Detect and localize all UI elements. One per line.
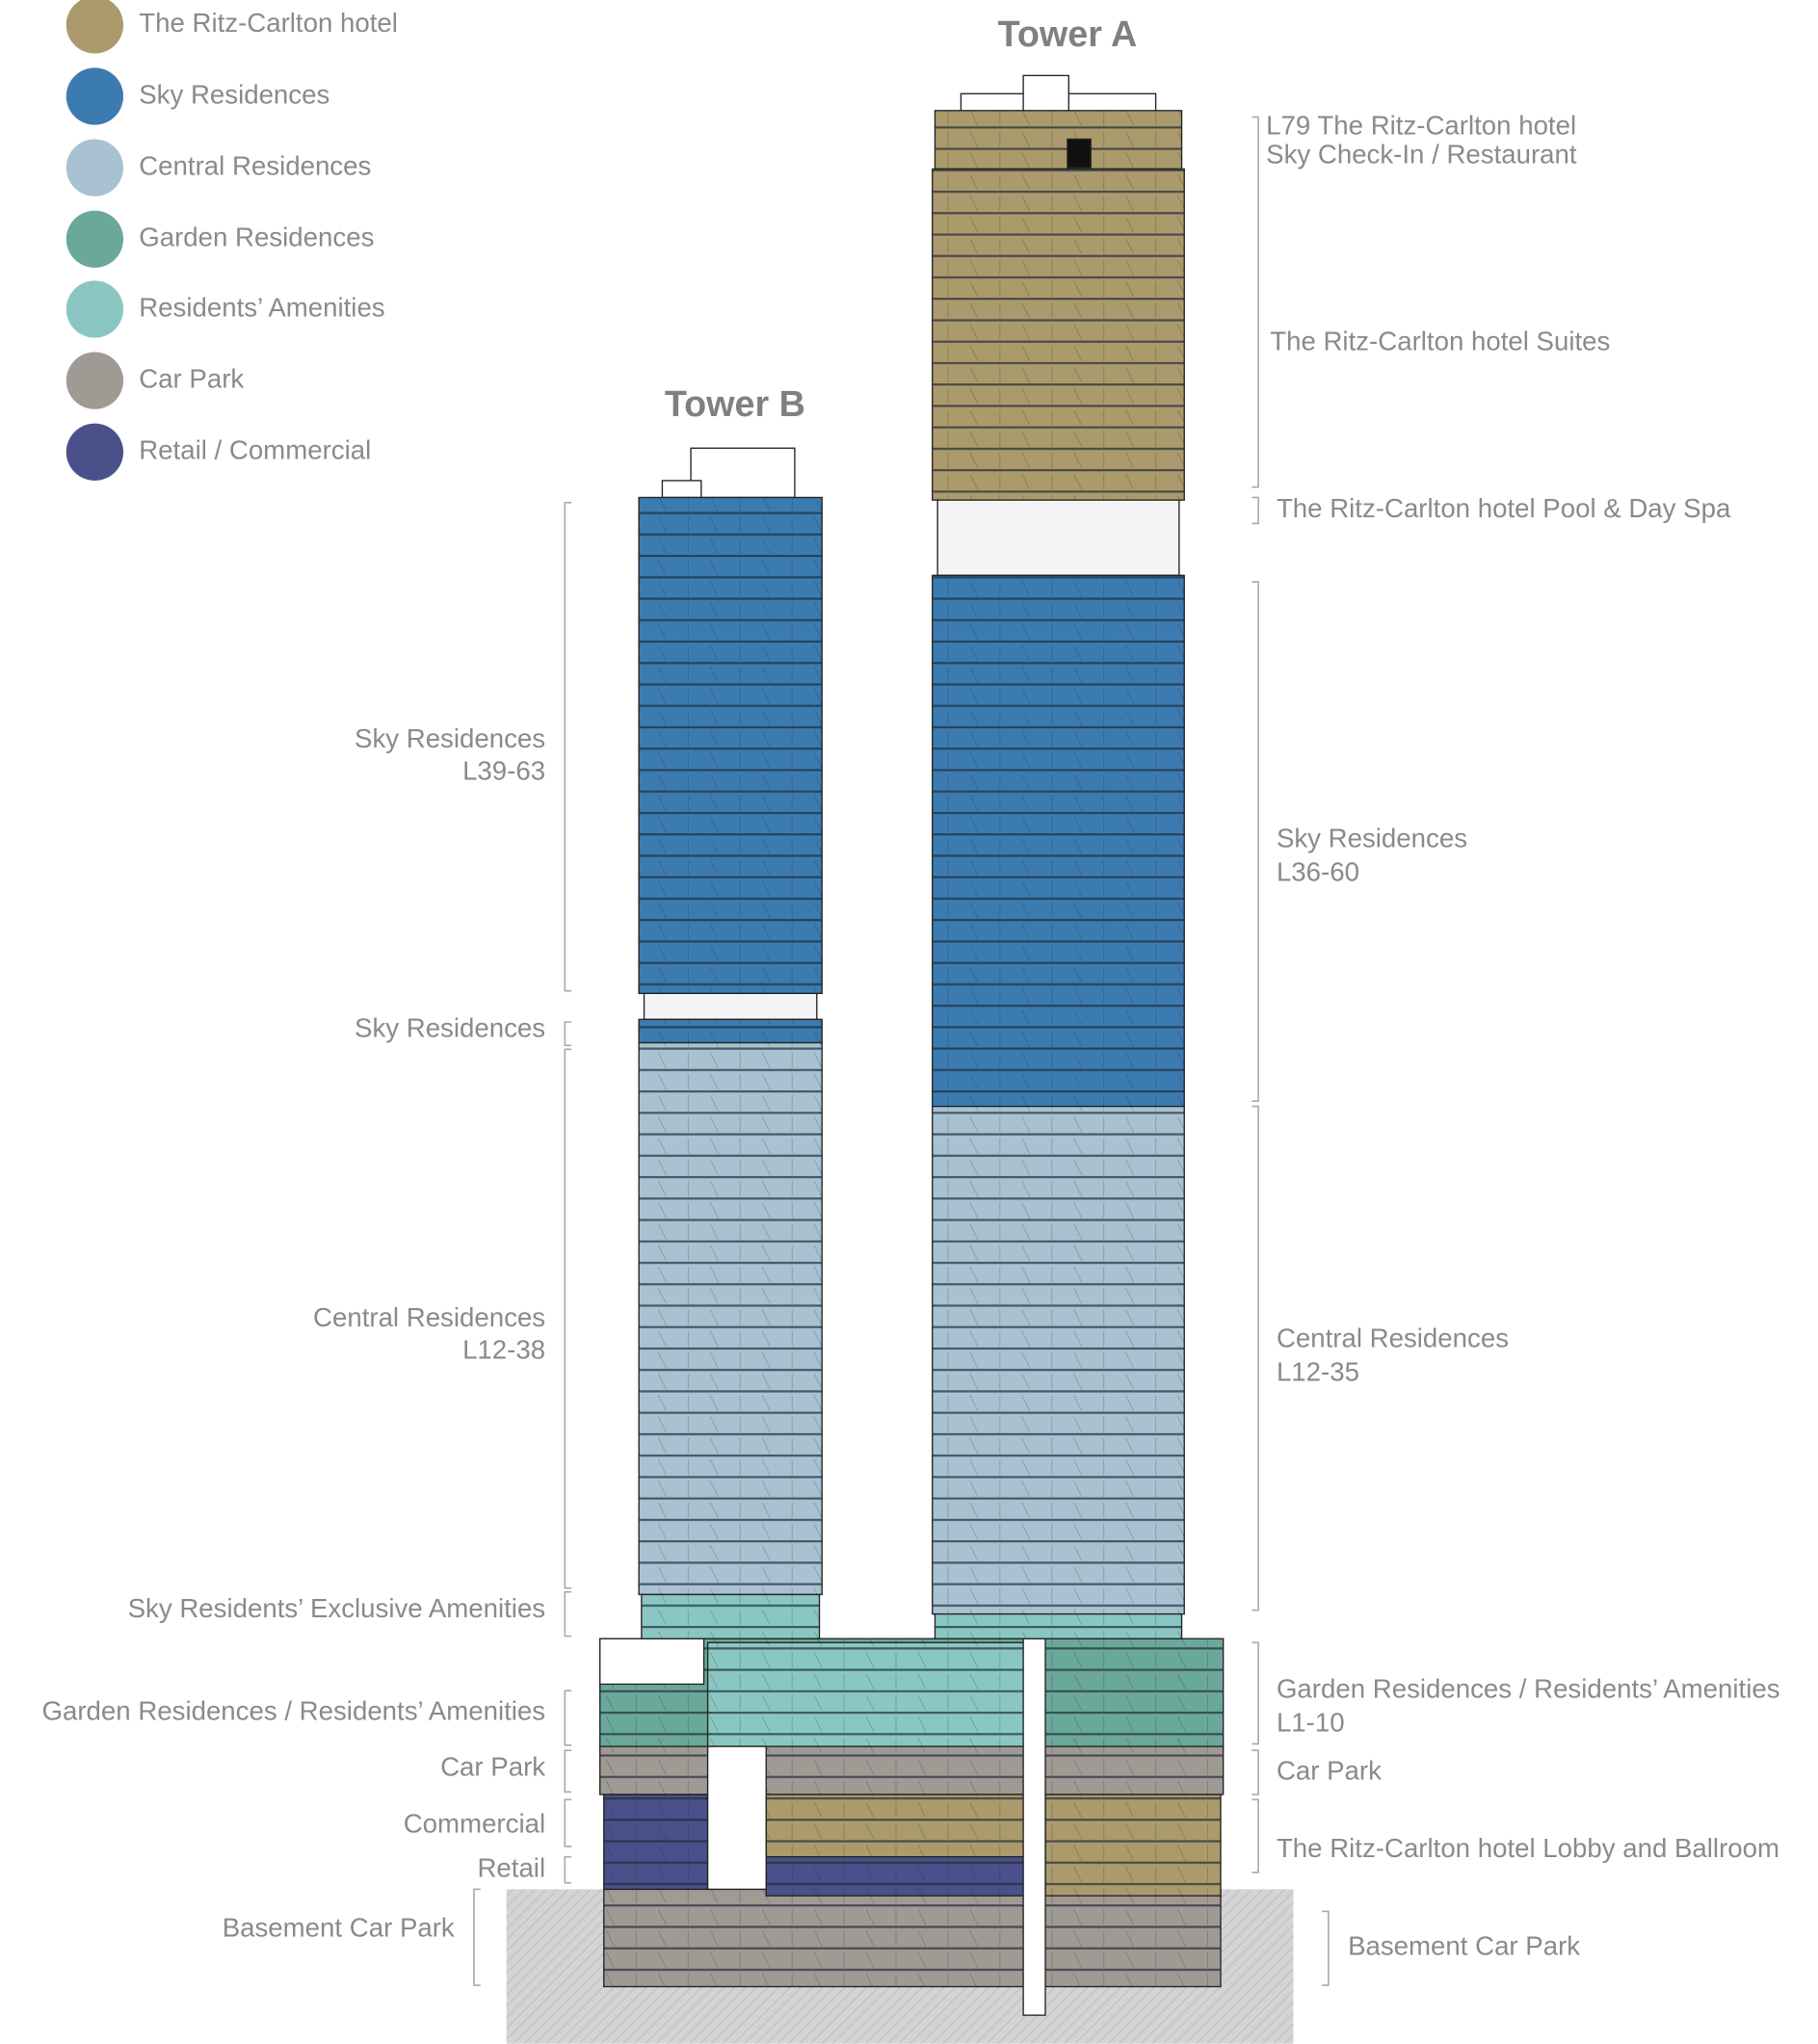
label-right: Sky Residences xyxy=(1277,824,1467,853)
label-right: Basement Car Park xyxy=(1348,1930,1580,1960)
legend-label: Sky Residences xyxy=(139,79,329,109)
legend-swatch xyxy=(66,353,123,409)
legend-swatch xyxy=(66,67,123,124)
floors xyxy=(604,1889,1221,1986)
label-left: Basement Car Park xyxy=(223,1912,455,1942)
buildings xyxy=(600,75,1224,2015)
legend-label: Residents’ Amenities xyxy=(139,292,384,322)
floors xyxy=(642,1594,820,1638)
floors xyxy=(708,1642,1026,1746)
legend-label: Central Residences xyxy=(139,150,371,180)
block xyxy=(645,993,817,1019)
legend-swatch xyxy=(66,424,123,481)
tower-title: Tower A xyxy=(998,13,1138,54)
legend-label: Retail / Commercial xyxy=(139,435,371,465)
block xyxy=(937,500,1179,575)
label-left: Garden Residences / Residents’ Amenities xyxy=(42,1695,546,1725)
legend-swatch xyxy=(66,211,123,268)
block xyxy=(600,1638,704,1684)
floors xyxy=(1045,1795,1221,1896)
floors xyxy=(935,111,1181,170)
label-left: L39-63 xyxy=(462,756,545,786)
floors xyxy=(933,575,1184,1106)
floors xyxy=(639,497,822,993)
label-right: The Ritz-Carlton hotel Pool & Day Spa xyxy=(1277,493,1731,523)
page: The Ritz-Carlton hotel Sky Residences Cent… xyxy=(0,0,1818,2044)
legend-label: Car Park xyxy=(139,363,244,393)
block xyxy=(708,1746,767,1889)
floors xyxy=(604,1795,708,1889)
legend-swatch xyxy=(66,280,123,337)
label-left: Central Residences xyxy=(313,1302,545,1332)
tower-title: Tower B xyxy=(665,383,805,424)
floors xyxy=(766,1857,1026,1896)
label-left: Retail xyxy=(477,1852,545,1882)
legend-label: Garden Residences xyxy=(139,223,374,252)
legend-swatch xyxy=(66,139,123,196)
label-right: Garden Residences / Residents’ Amenities xyxy=(1277,1673,1780,1703)
label-right: L12-35 xyxy=(1277,1357,1359,1387)
label-right: Car Park xyxy=(1277,1755,1382,1785)
block xyxy=(1067,139,1091,168)
label-right: The Ritz-Carlton hotel Suites xyxy=(1270,326,1610,355)
block xyxy=(662,481,700,498)
label-right: L79 The Ritz-Carlton hotel xyxy=(1266,111,1576,141)
floors xyxy=(639,1019,822,1042)
floors xyxy=(933,1107,1184,1614)
label-left: Sky Residents’ Exclusive Amenities xyxy=(128,1593,545,1623)
label-left: Car Park xyxy=(440,1751,545,1781)
floors xyxy=(933,169,1184,500)
floors xyxy=(600,1746,1224,1795)
block xyxy=(691,448,795,497)
block xyxy=(1023,1638,1045,2015)
label-left: Sky Residences xyxy=(355,1012,545,1042)
label-right: Central Residences xyxy=(1277,1323,1509,1353)
block xyxy=(1023,75,1068,112)
label-left: Commercial xyxy=(404,1809,545,1839)
floors xyxy=(935,1614,1181,1639)
diagram: The Ritz-Carlton hotel Sky Residences Cent… xyxy=(0,0,1818,2044)
label-left: Sky Residences xyxy=(355,723,545,753)
label-right: L36-60 xyxy=(1277,857,1359,887)
brackets-right xyxy=(1252,118,1329,1986)
label-left: L12-38 xyxy=(462,1335,545,1365)
label-right: Sky Check-In / Restaurant xyxy=(1266,139,1577,169)
label-right: L1-10 xyxy=(1277,1707,1345,1737)
legend-swatch xyxy=(66,0,123,53)
label-right: The Ritz-Carlton hotel Lobby and Ballroo… xyxy=(1277,1833,1779,1863)
legend-label: The Ritz-Carlton hotel xyxy=(139,8,398,38)
floors xyxy=(766,1795,1026,1857)
floors xyxy=(639,1043,822,1595)
